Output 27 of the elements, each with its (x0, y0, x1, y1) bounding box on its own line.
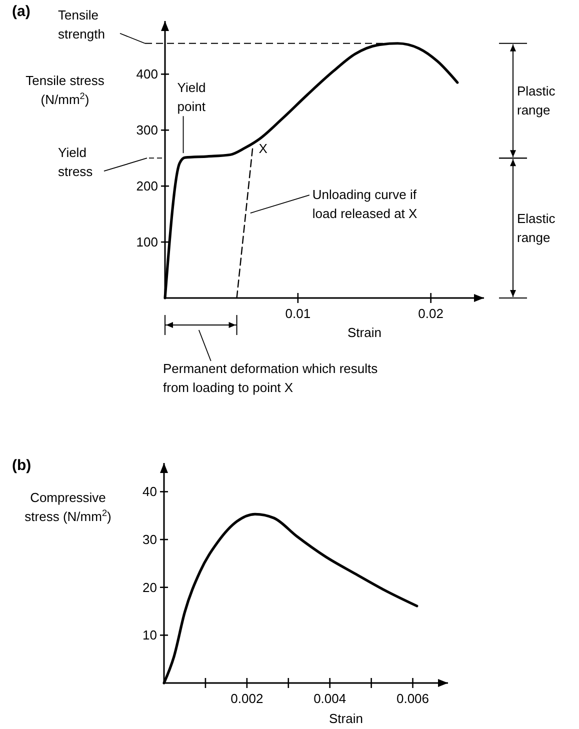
text: (a) (12, 3, 30, 20)
y-tick-label: 100 (136, 234, 158, 250)
x-tick-label: 0.02 (418, 306, 444, 321)
x-tick-label: 0.01 (285, 306, 311, 321)
y-axis-title: Compressive stress (N/mm$^{2}$) (24, 490, 112, 524)
text: Elastic range (517, 211, 556, 246)
y-axis-title: Tensile stress (N/mm$^{2}$) (26, 73, 105, 107)
y-tick-label: 200 (136, 178, 158, 194)
y-tick-label: 400 (136, 66, 158, 82)
annotation: X (258, 140, 268, 156)
x-tick-label: 0.004 (314, 691, 346, 706)
ref-line-label: Tensile strength (58, 7, 105, 42)
text: Permanent deformation which results from loading to point X (163, 361, 378, 395)
x-axis-title: Strain (348, 325, 382, 340)
y-tick-label: 300 (136, 122, 158, 138)
x-tick-label: 0.002 (230, 691, 264, 706)
y-tick-label: 30 (142, 532, 157, 548)
text: Plastic range (517, 84, 556, 118)
x-axis-title: Strain (329, 711, 363, 726)
text: Yield stress (58, 145, 94, 180)
annotation: Unloading curve if load released at X (312, 187, 418, 222)
y-tick-label: 10 (142, 628, 157, 643)
text: (b) (12, 457, 32, 474)
y-tick-label: 20 (142, 580, 157, 595)
x-tick-label: 0.006 (396, 691, 430, 706)
y-tick-label: 40 (142, 484, 157, 500)
annotation: Yield point (177, 80, 206, 114)
